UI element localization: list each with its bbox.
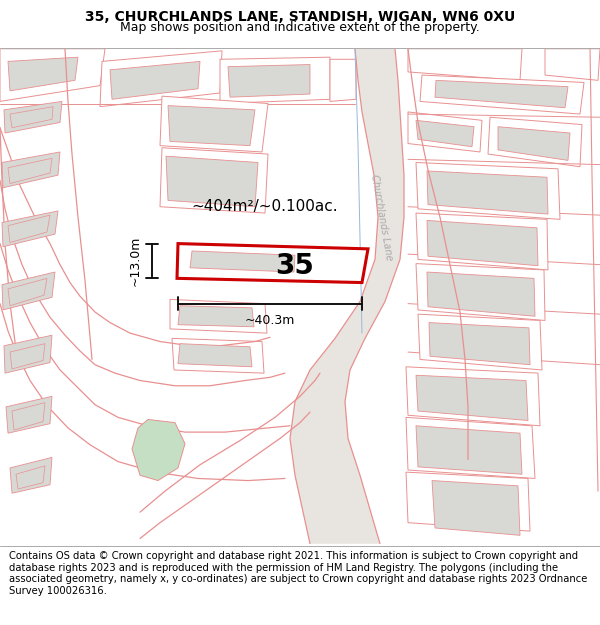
Polygon shape <box>178 344 252 367</box>
Polygon shape <box>408 112 482 152</box>
Polygon shape <box>416 213 548 270</box>
Polygon shape <box>290 49 404 544</box>
Polygon shape <box>170 299 267 333</box>
Polygon shape <box>418 314 542 370</box>
Text: Map shows position and indicative extent of the property.: Map shows position and indicative extent… <box>120 21 480 34</box>
Polygon shape <box>160 96 268 152</box>
Polygon shape <box>2 211 58 247</box>
Polygon shape <box>8 57 78 91</box>
Polygon shape <box>100 51 222 107</box>
Text: 35, CHURCHLANDS LANE, STANDISH, WIGAN, WN6 0XU: 35, CHURCHLANDS LANE, STANDISH, WIGAN, W… <box>85 10 515 24</box>
Polygon shape <box>406 472 530 531</box>
Polygon shape <box>178 306 254 327</box>
Polygon shape <box>166 156 258 207</box>
Polygon shape <box>498 127 570 161</box>
Polygon shape <box>160 148 268 213</box>
Polygon shape <box>168 106 255 146</box>
Polygon shape <box>416 375 528 421</box>
Polygon shape <box>4 335 52 373</box>
Polygon shape <box>220 57 330 104</box>
Polygon shape <box>10 107 53 128</box>
Polygon shape <box>435 81 568 107</box>
Polygon shape <box>427 171 548 214</box>
Text: ~13.0m: ~13.0m <box>129 236 142 286</box>
Polygon shape <box>429 322 530 365</box>
Polygon shape <box>8 278 47 306</box>
Text: Churchlands Lane: Churchlands Lane <box>370 173 395 261</box>
Polygon shape <box>132 419 185 481</box>
Polygon shape <box>16 466 45 489</box>
Polygon shape <box>432 481 520 536</box>
Polygon shape <box>12 402 45 430</box>
Polygon shape <box>0 49 105 101</box>
Polygon shape <box>406 418 535 479</box>
Polygon shape <box>177 244 368 282</box>
Text: 35: 35 <box>275 252 314 280</box>
Text: ~404m²/~0.100ac.: ~404m²/~0.100ac. <box>191 199 338 214</box>
Polygon shape <box>488 118 582 167</box>
Polygon shape <box>408 49 522 81</box>
Polygon shape <box>416 426 522 474</box>
Polygon shape <box>10 344 45 369</box>
Polygon shape <box>416 264 545 321</box>
Polygon shape <box>2 272 55 310</box>
Text: Contains OS data © Crown copyright and database right 2021. This information is : Contains OS data © Crown copyright and d… <box>9 551 587 596</box>
Polygon shape <box>8 215 50 242</box>
Polygon shape <box>190 251 295 272</box>
Polygon shape <box>416 121 474 147</box>
Polygon shape <box>427 221 538 266</box>
Polygon shape <box>8 158 52 184</box>
Polygon shape <box>406 367 540 426</box>
Polygon shape <box>545 49 600 81</box>
Polygon shape <box>2 152 60 188</box>
Polygon shape <box>228 64 310 98</box>
Polygon shape <box>6 396 52 433</box>
Polygon shape <box>416 162 560 219</box>
Polygon shape <box>172 338 264 373</box>
Polygon shape <box>10 458 52 493</box>
Polygon shape <box>110 61 200 99</box>
Text: ~40.3m: ~40.3m <box>245 314 295 327</box>
Polygon shape <box>420 75 584 114</box>
Polygon shape <box>330 59 356 101</box>
Polygon shape <box>427 272 535 316</box>
Polygon shape <box>4 101 62 133</box>
